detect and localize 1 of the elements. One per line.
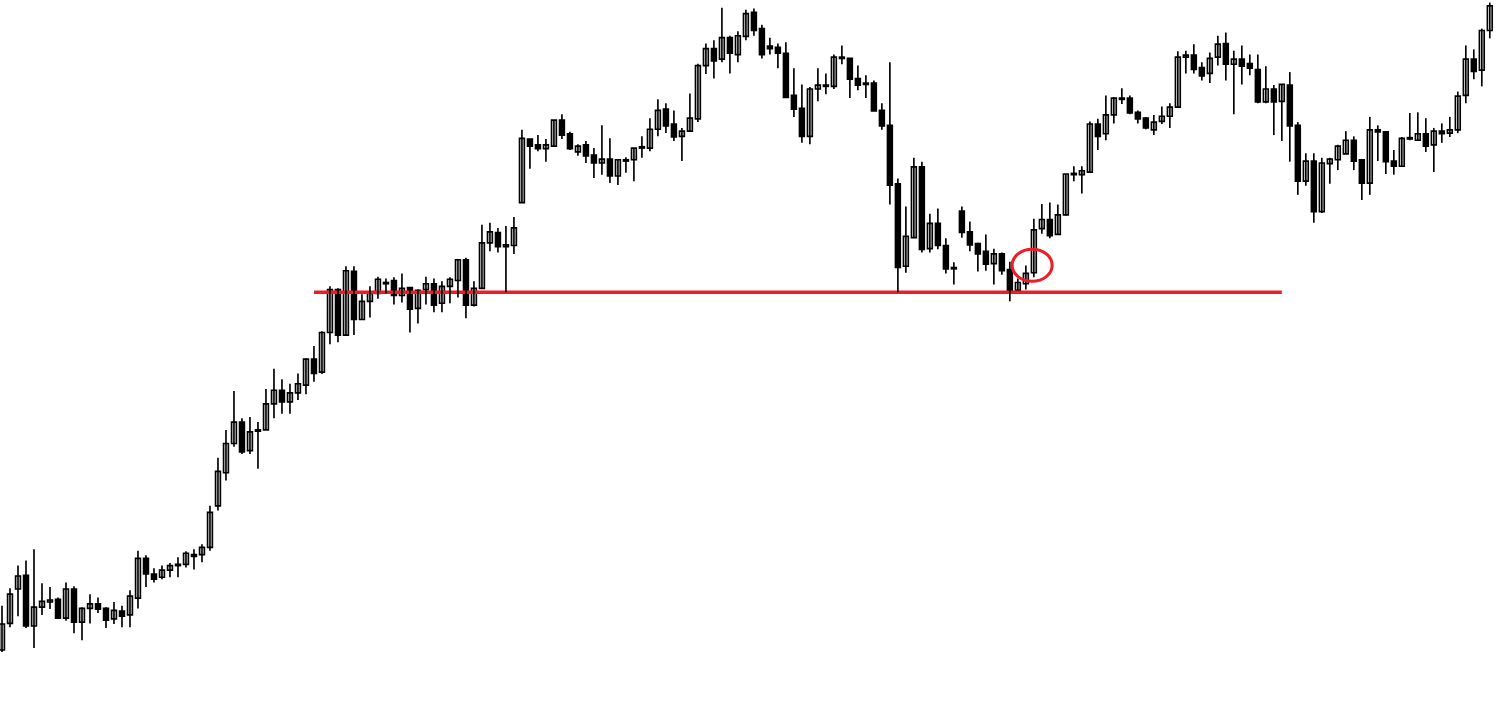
candlestick (550, 119, 558, 147)
